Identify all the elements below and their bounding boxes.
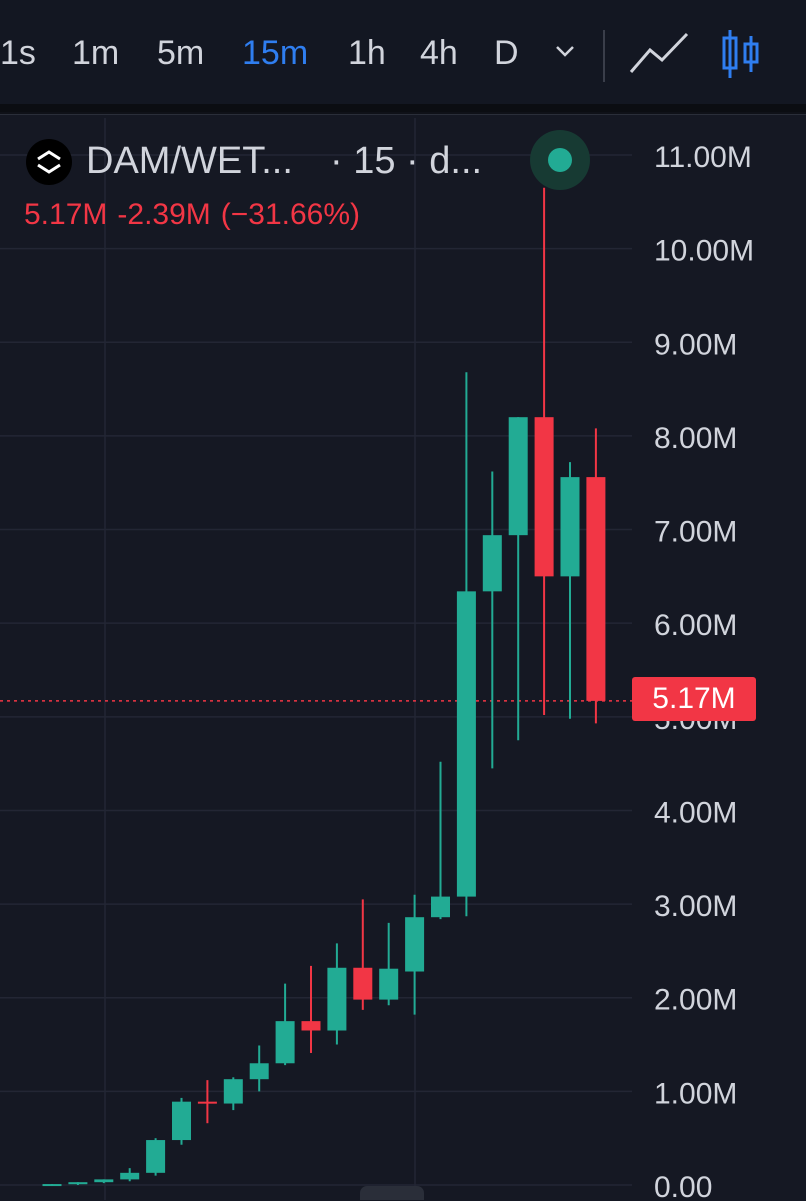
symbol-title[interactable]: DAM/WET... [86, 140, 293, 182]
symbol-interval: · 15 · d... [330, 140, 483, 182]
timeframe-toolbar: 1s 1m 5m 15m 1h 4h D [0, 0, 806, 112]
ohlc-legend: 5.17M -2.39M (−31.66%) [24, 198, 370, 232]
candle-body [379, 968, 399, 1000]
legend-change-pct: (−31.66%) [220, 198, 361, 231]
candle-body [353, 967, 373, 1000]
y-tick-label: 10.00M [654, 235, 754, 268]
timeframe-1m[interactable]: 1m [72, 34, 120, 72]
chevron-down-icon[interactable] [553, 42, 577, 62]
candle-body [120, 1172, 140, 1180]
last-price-tag: 5.17M [632, 677, 756, 721]
candle-body [301, 1021, 321, 1031]
y-tick-label: 3.00M [654, 890, 737, 923]
timeframe-1s[interactable]: 1s [0, 34, 36, 72]
legend-change: -2.39M [117, 198, 211, 231]
candle-body [42, 1184, 62, 1187]
candle-body [405, 917, 425, 972]
candle-body [482, 535, 502, 592]
y-tick-label: 1.00M [654, 1077, 737, 1110]
timeframe-4h[interactable]: 4h [420, 34, 458, 72]
candle-body [68, 1182, 88, 1185]
candle-body [534, 417, 554, 577]
y-tick-label: 11.00M [654, 141, 752, 174]
y-tick-label: 8.00M [654, 422, 737, 455]
candle-body [94, 1179, 114, 1183]
candle-body [172, 1101, 191, 1141]
candle-body [249, 1063, 269, 1080]
timeframe-15m[interactable]: 15m [242, 34, 309, 72]
toolbar-divider [603, 30, 605, 82]
toolbar-border [0, 104, 806, 112]
candle-body [146, 1140, 166, 1173]
candle-body [275, 1021, 295, 1064]
candle-body [508, 417, 528, 536]
y-tick-label: 7.00M [654, 516, 737, 549]
candle-body [560, 477, 580, 577]
y-tick-label: 9.00M [654, 328, 737, 361]
y-tick-label: 6.00M [654, 609, 737, 642]
market-status-icon[interactable] [530, 130, 590, 190]
chart-panel [0, 114, 806, 1201]
candle-body [456, 591, 476, 897]
candle-body [327, 967, 347, 1031]
y-tick-label: 2.00M [654, 984, 737, 1017]
candle-body [586, 477, 606, 701]
candle-body [431, 896, 450, 918]
candle-body [197, 1101, 217, 1104]
y-tick-label: 4.00M [654, 796, 737, 829]
y-tick-label: 0.00 [654, 1171, 712, 1200]
token-logo-icon [26, 139, 72, 185]
timeframe-d[interactable]: D [494, 34, 519, 72]
timeframe-5m[interactable]: 5m [157, 34, 205, 72]
line-chart-icon[interactable] [628, 28, 690, 76]
legend-close: 5.17M [24, 198, 108, 231]
time-scroll-handle[interactable] [360, 1186, 424, 1200]
timeframe-1h[interactable]: 1h [348, 34, 386, 72]
candle-body [223, 1079, 243, 1104]
candlestick-chart-icon[interactable] [718, 28, 764, 80]
